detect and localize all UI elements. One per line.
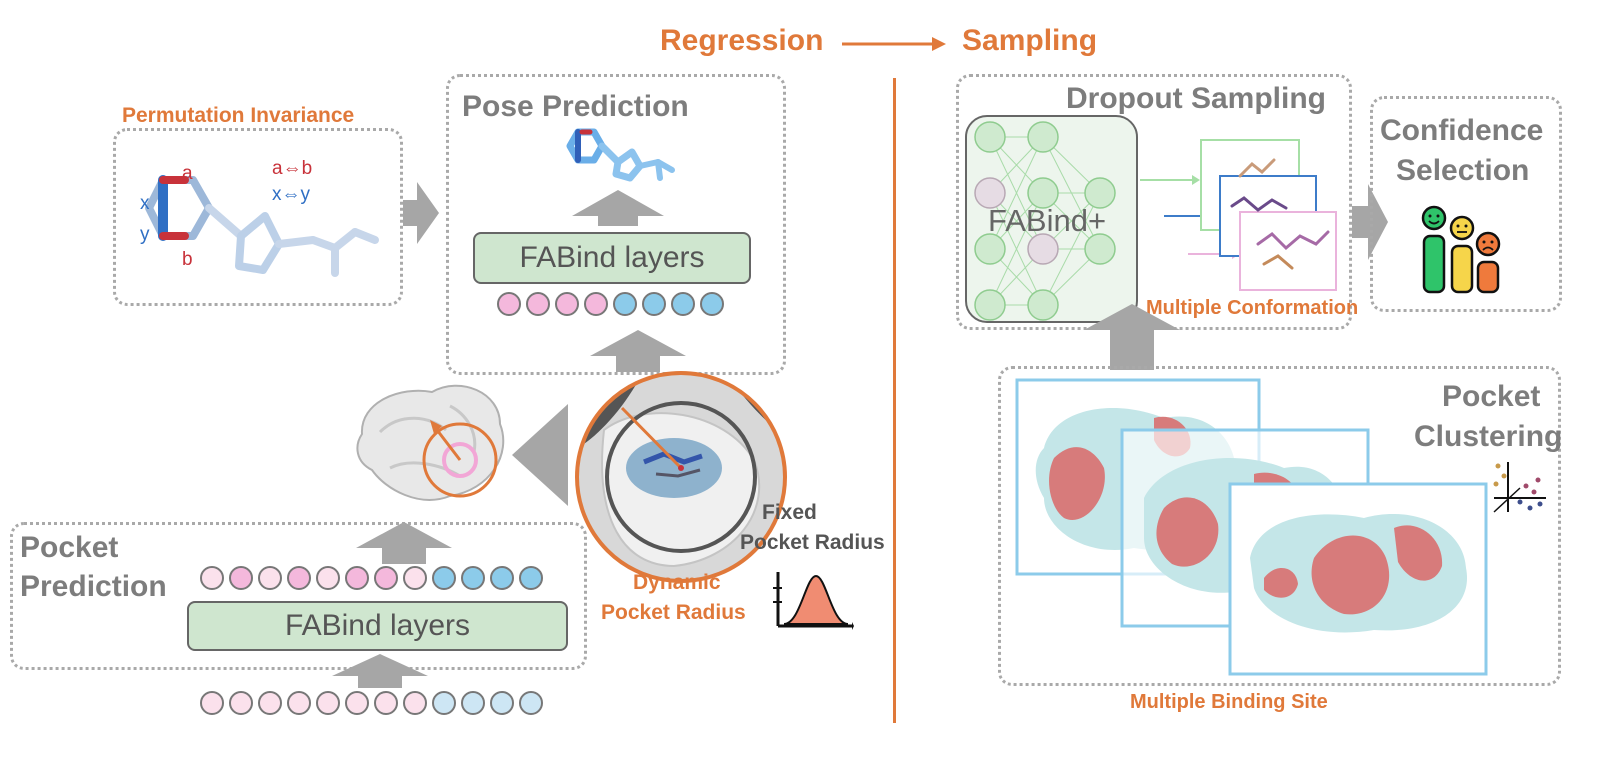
predicted-pose-molecule xyxy=(566,128,675,182)
confidence-bars-icon xyxy=(1421,205,1501,294)
pose-token xyxy=(555,292,579,316)
fabind-plus-label: FABind+ xyxy=(988,203,1107,238)
pocket-prediction-title-2: Prediction xyxy=(20,570,167,603)
input-up-arrow xyxy=(332,654,428,688)
clustering-title-1: Pocket xyxy=(1442,380,1541,413)
pose-token xyxy=(671,292,695,316)
pocket-token xyxy=(519,566,543,590)
input-embedding-row xyxy=(200,691,543,715)
pocket-token xyxy=(345,566,369,590)
pocket-token xyxy=(200,566,224,590)
confidence-selection-box xyxy=(1370,96,1562,312)
atom-b-label: b xyxy=(182,249,193,270)
regression-label: Regression xyxy=(660,24,824,57)
permutation-box xyxy=(113,128,403,306)
section-divider xyxy=(893,78,896,723)
multiple-conformation-label: Multiple Conformation xyxy=(1146,297,1359,319)
pocket-embedding-row xyxy=(200,566,543,590)
pocket-token xyxy=(287,566,311,590)
pocket-token xyxy=(490,566,514,590)
atom-y-label: y xyxy=(140,224,150,245)
clustering-up-arrow xyxy=(1084,304,1180,370)
pose-token xyxy=(584,292,608,316)
zoom-left-arrow xyxy=(512,404,568,506)
dynamic-radius-label-2: Pocket Radius xyxy=(601,601,746,624)
regression-to-sampling-arrow xyxy=(842,37,946,51)
input-token xyxy=(519,691,543,715)
pose-token xyxy=(613,292,637,316)
multiple-binding-site-label: Multiple Binding Site xyxy=(1130,691,1328,713)
input-token xyxy=(345,691,369,715)
pocket-token xyxy=(374,566,398,590)
pose-up-arrow-top xyxy=(572,190,664,226)
scatter-icon xyxy=(1493,462,1546,513)
pocket-clustering-box xyxy=(998,366,1561,686)
input-token xyxy=(229,691,253,715)
pocket-token xyxy=(461,566,485,590)
ligand-molecule xyxy=(145,175,379,277)
pocket-up-arrow xyxy=(356,522,452,564)
dropout-sampling-title: Dropout Sampling xyxy=(1066,82,1326,115)
pocket-token xyxy=(432,566,456,590)
clustering-title-2: Clustering xyxy=(1414,420,1563,453)
dynamic-radius-label-1: Dynamic xyxy=(633,571,721,594)
pocket-fabind-layers: FABind layers xyxy=(187,601,568,651)
binding-site-panels xyxy=(1015,378,1488,676)
input-token xyxy=(287,691,311,715)
swap-xy-label: x⇔y xyxy=(272,184,310,205)
pocket-prediction-title-1: Pocket xyxy=(20,531,119,564)
input-token xyxy=(200,691,224,715)
pocket-token xyxy=(316,566,340,590)
pose-embedding-row xyxy=(497,292,724,316)
input-token xyxy=(258,691,282,715)
pocket-token xyxy=(258,566,282,590)
sampling-label: Sampling xyxy=(962,24,1098,57)
fixed-radius-label-2: Pocket Radius xyxy=(740,531,885,554)
input-token xyxy=(403,691,427,715)
input-token xyxy=(461,691,485,715)
swap-ab-label: a⇔b xyxy=(272,158,313,179)
pose-prediction-title: Pose Prediction xyxy=(462,90,689,123)
pose-token xyxy=(642,292,666,316)
permutation-to-pose-arrow xyxy=(403,182,439,244)
conformation-stack xyxy=(1140,139,1337,291)
network-graph xyxy=(974,121,1116,321)
permutation-title: Permutation Invariance xyxy=(122,104,355,127)
pocket-to-pose-arrow xyxy=(590,330,686,372)
input-token xyxy=(432,691,456,715)
input-token xyxy=(490,691,514,715)
confidence-title-1: Confidence xyxy=(1380,114,1544,147)
atom-x-label: x xyxy=(140,193,150,214)
pose-fabind-layers: FABind layers xyxy=(473,232,751,284)
pose-token xyxy=(526,292,550,316)
input-token xyxy=(374,691,398,715)
pose-token xyxy=(497,292,521,316)
distribution-icon xyxy=(773,572,854,630)
input-token xyxy=(316,691,340,715)
protein-surface xyxy=(356,384,505,501)
confidence-title-2: Selection xyxy=(1396,154,1530,187)
pose-prediction-box xyxy=(446,74,786,375)
pocket-zoom-circle xyxy=(575,371,787,583)
pocket-token xyxy=(229,566,253,590)
atom-a-label: a xyxy=(182,163,193,184)
fixed-radius-label-1: Fixed xyxy=(762,501,817,524)
pocket-token xyxy=(403,566,427,590)
pocket-prediction-box xyxy=(10,522,587,670)
pose-token xyxy=(700,292,724,316)
